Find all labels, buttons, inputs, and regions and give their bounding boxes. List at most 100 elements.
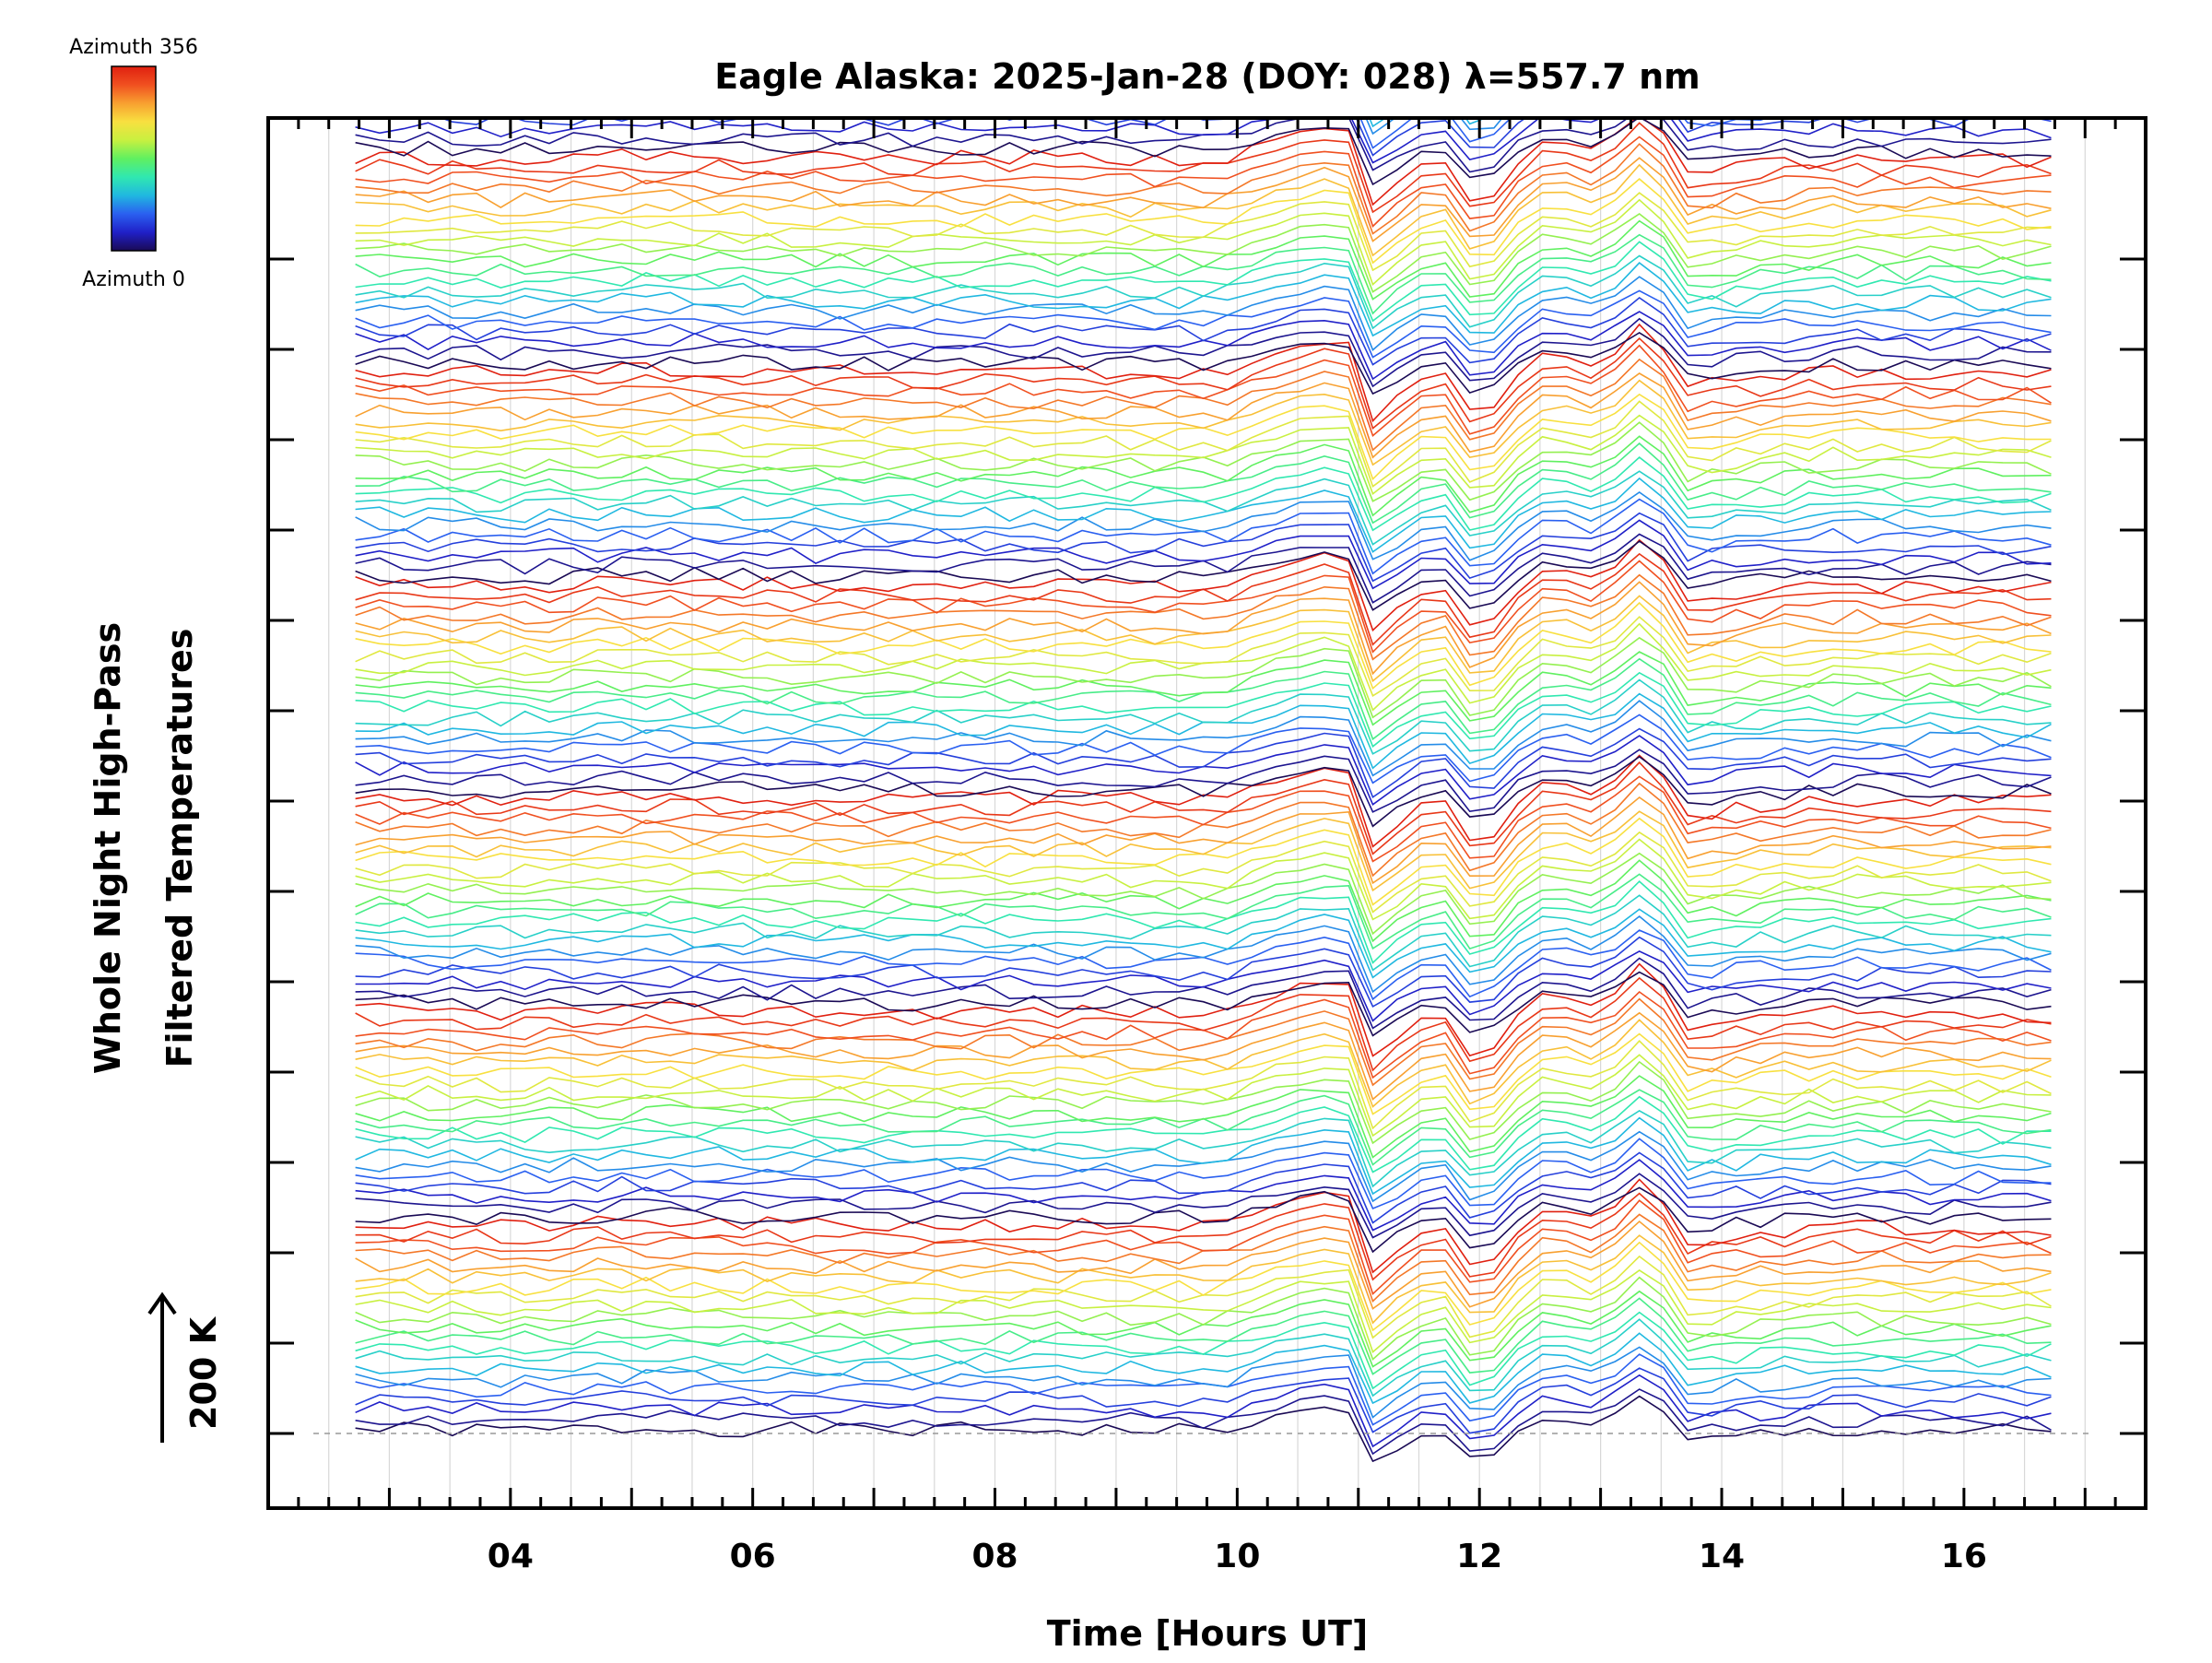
axis-ticks [266,118,2147,1508]
series-line [355,470,2052,546]
x-tick-label: 04 [488,1538,534,1575]
series-line [355,1192,2052,1281]
series-line [355,671,2052,749]
series-line [355,456,2052,532]
x-tick-label: 16 [1941,1538,1987,1575]
series-line [355,692,2052,770]
series-line [355,1220,2052,1310]
series-line [356,0,2052,47]
series-line [355,1374,2052,1448]
series-line [355,276,2052,351]
series-line [355,817,2052,906]
series-line [355,1269,2052,1353]
series-line [355,754,2052,848]
series-line [355,727,2052,799]
series-line [355,616,2052,697]
series-line [355,254,2052,330]
series-line [355,414,2052,496]
series-line [355,442,2052,525]
series-line [356,0,2052,18]
series-line [355,372,2052,459]
series-line [355,1346,2052,1419]
series-line [356,0,2052,61]
series-line [355,157,2052,242]
series-line [355,379,2052,466]
x-tick-label: 10 [1214,1538,1260,1575]
series-line [355,1290,2052,1368]
series-line [355,512,2052,583]
series-line [355,519,2052,590]
series-line [355,1109,2052,1188]
series-line [356,0,2052,10]
series-line [355,831,2052,914]
series-line [355,879,2052,964]
series-line [355,538,2052,632]
series-line [355,1095,2052,1174]
series-line [355,852,2052,936]
series-line [355,1173,2052,1239]
series-line [355,971,2052,1037]
series-line [355,581,2052,676]
series-line [355,262,2052,337]
plot-frame [266,116,2147,1510]
colorbar-top-label: Azimuth 356 [69,36,198,59]
series-line [355,651,2052,726]
series-line [355,118,2052,157]
series-line [355,636,2052,719]
series-line [355,936,2052,1008]
series-line [356,0,2052,40]
series-line [355,1367,2052,1434]
series-line [355,435,2052,517]
series-line [355,317,2052,388]
series-line [355,755,2052,828]
colorbar-gradient [111,65,157,252]
x-axis-label: Time [Hours UT] [1047,1613,1369,1654]
series-line [355,838,2052,921]
series-line [355,1011,2052,1101]
series-line [355,914,2052,994]
grid [328,118,2086,1508]
series-line [355,1297,2052,1375]
series-line [355,393,2052,481]
series-line [355,1116,2052,1196]
x-tick-label: 12 [1456,1538,1502,1575]
series-line [355,1060,2052,1145]
series-line [355,1213,2052,1303]
series-line [355,678,2052,755]
series-line [355,573,2052,661]
series-line [355,192,2052,272]
series-line [355,929,2052,1001]
series-line [355,296,2052,366]
series-line [355,749,2052,813]
series-line [355,1311,2052,1390]
series-line [355,859,2052,943]
series-line [355,331,2052,395]
y-axis-label-line1: Whole Night High-Pass [88,622,128,1074]
series-line [355,289,2052,359]
series-line [355,810,2052,892]
series-line [355,908,2052,979]
series-line [355,118,2052,164]
series-line [355,118,2052,186]
series-line [355,498,2052,575]
series-line [355,1241,2052,1332]
series-line [355,775,2052,863]
colorbar-legend: Azimuth 356 Azimuth 0 [69,36,198,291]
colorbar-bottom-label: Azimuth 0 [82,268,185,291]
series-line [355,122,2052,214]
series-line [355,1276,2052,1361]
x-tick-label: 06 [730,1538,776,1575]
x-tick-label: 08 [971,1538,1018,1575]
series-line [355,796,2052,885]
series-line [355,560,2052,654]
series-line [355,976,2052,1072]
series-line [355,601,2052,690]
series-line [355,400,2052,488]
series-line [355,1388,2052,1456]
series-layer [355,0,2052,1463]
series-line [355,241,2052,323]
series-line [355,997,2052,1087]
series-line [355,1178,2052,1274]
series-line [355,491,2052,561]
